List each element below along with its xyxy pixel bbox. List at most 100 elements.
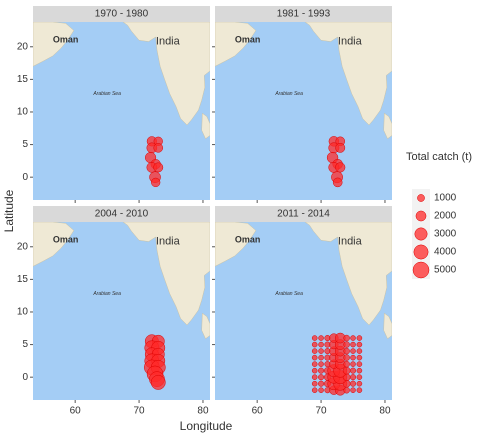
map-label: India: [338, 35, 363, 47]
bubble: [350, 341, 356, 348]
bubble: [350, 387, 356, 393]
panel: Oman India Arabian Sea: [215, 22, 392, 200]
strip: [33, 6, 210, 22]
y-tick-label: 15: [17, 274, 29, 285]
land: [201, 112, 210, 140]
land: [304, 222, 392, 326]
x-axis-label: Longitude: [180, 419, 233, 433]
y-tick-label: 20: [17, 41, 29, 52]
land: [122, 22, 210, 126]
map-label: Arabian Sea: [274, 291, 303, 297]
bubble: [151, 177, 161, 188]
map-label: India: [156, 35, 181, 47]
facet-title: 1981 - 1993: [277, 9, 331, 20]
x-tick-label: 70: [134, 406, 146, 417]
facet-title: 2011 - 2014: [277, 209, 330, 220]
y-tick-label: 0: [22, 372, 28, 383]
bubble: [311, 374, 318, 380]
y-tick-label: 20: [17, 241, 29, 252]
bubble: [332, 177, 343, 188]
legend-label: 1000: [434, 193, 457, 204]
bubble: [318, 348, 324, 354]
panel: Oman India Arabian Sea: [33, 222, 210, 400]
bubble: [318, 361, 324, 367]
bubble: [356, 341, 363, 348]
legend-bubble: [417, 194, 425, 202]
bubble: [356, 335, 363, 341]
bubble: [318, 335, 324, 341]
bubble: [318, 380, 325, 387]
bubble: [311, 354, 318, 361]
strip: [215, 206, 392, 222]
bubble: [150, 374, 166, 390]
bubble: [311, 380, 318, 387]
bubble: [350, 361, 356, 367]
bubble: [350, 354, 356, 361]
bubble: [342, 366, 351, 375]
bubble: [356, 361, 363, 367]
legend-bubble: [412, 261, 430, 279]
y-tick-label: 15: [17, 74, 29, 85]
y-axis-label: Latitude: [2, 189, 16, 232]
bubble: [343, 360, 350, 368]
bubble: [350, 335, 356, 341]
x-tick-label: 80: [197, 406, 209, 417]
land: [122, 222, 210, 326]
bubble: [318, 367, 325, 374]
bubble: [343, 347, 350, 355]
legend-bubble: [413, 244, 429, 260]
legend-label: 5000: [434, 265, 457, 276]
map-label: Oman: [235, 35, 261, 45]
x-tick-label: 60: [252, 406, 264, 417]
legend-label: 4000: [434, 247, 457, 258]
y-tick-label: 0: [22, 172, 28, 183]
bubble: [335, 142, 346, 153]
bubble: [153, 162, 164, 173]
facet-title: 2004 - 2010: [95, 209, 149, 220]
map-label: Oman: [53, 235, 79, 245]
land: [215, 22, 257, 67]
map-label: Arabian Sea: [92, 91, 121, 97]
bubble: [311, 361, 318, 367]
legend-label: 3000: [434, 229, 457, 240]
land: [33, 22, 75, 67]
land: [383, 312, 392, 340]
panel: Oman India Arabian Sea: [215, 222, 392, 400]
bubble: [318, 354, 324, 361]
bubble: [311, 341, 318, 348]
strip: [33, 206, 210, 222]
land: [383, 112, 392, 140]
map-label: Oman: [53, 35, 79, 45]
bubble: [356, 348, 363, 354]
bubble: [311, 335, 318, 341]
bubble: [335, 162, 346, 173]
bubble: [356, 374, 363, 380]
bubble: [356, 387, 363, 393]
x-tick-label: 80: [379, 406, 391, 417]
map-label: India: [156, 235, 181, 247]
bubble: [311, 367, 318, 374]
x-tick-label: 70: [316, 406, 328, 417]
panel: Oman India Arabian Sea: [33, 22, 210, 200]
bubble: [350, 380, 357, 387]
map-label: Oman: [235, 235, 261, 245]
y-tick-label: 10: [17, 307, 29, 318]
land: [201, 312, 210, 340]
bubble: [350, 367, 357, 374]
strip: [215, 6, 392, 22]
legend-bubble: [415, 210, 427, 222]
map-label: India: [338, 235, 363, 247]
x-tick-label: 60: [70, 406, 82, 417]
legend-bubble: [414, 227, 428, 241]
y-tick-label: 5: [22, 339, 28, 350]
bubble: [311, 348, 318, 354]
bubble: [350, 348, 356, 354]
bubble: [356, 367, 363, 374]
bubble: [343, 334, 350, 342]
legend-title: Total catch (t): [406, 151, 472, 163]
map-label: Arabian Sea: [274, 91, 303, 97]
land: [33, 222, 75, 267]
bubble: [318, 374, 325, 381]
facet-title: 1970 - 1980: [95, 9, 149, 20]
